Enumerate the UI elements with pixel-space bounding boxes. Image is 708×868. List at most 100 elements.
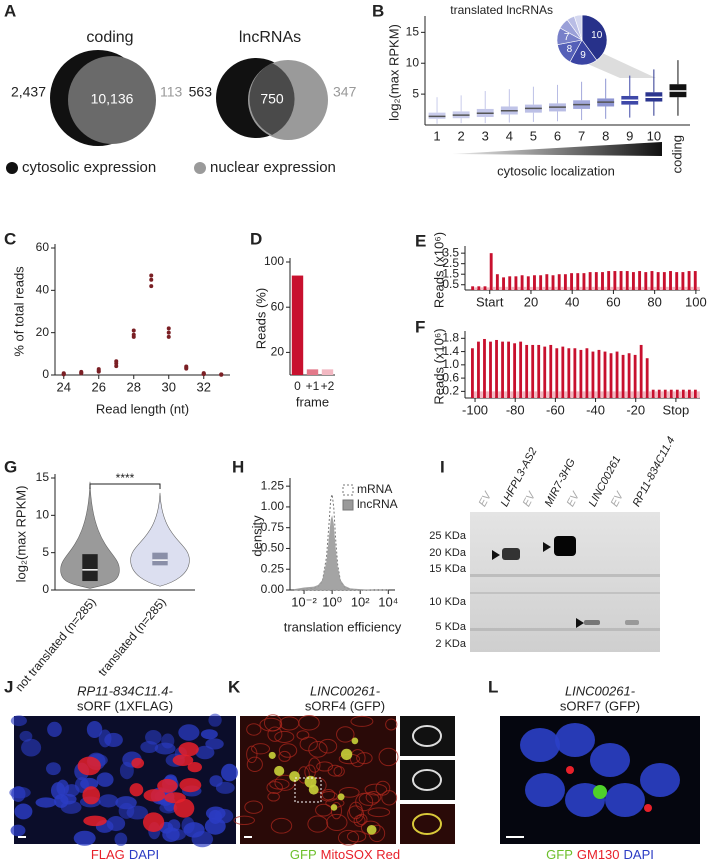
image-subtitle: sORF (1XFLAG) [77,698,173,713]
cell-signal [278,743,298,758]
nucleus [208,713,222,727]
nucleus [590,743,630,777]
panel-letter: C [4,229,16,248]
marker-label: 25 KDa [429,530,467,542]
flag-signal [142,812,165,833]
nucleus [200,729,218,740]
y-tick-label: 3.5 [442,245,459,259]
pie-slice [573,14,583,41]
legend-label: nuclear expression [210,159,336,176]
gfp-signal [268,751,276,759]
bar [612,391,616,398]
bar [588,391,592,398]
bar [579,349,583,398]
bar [693,271,697,290]
point [149,277,154,282]
cell-signal [251,743,271,755]
y-tick-label: 1.0 [442,357,459,371]
x-tick-label: 20 [524,294,538,309]
bar [604,286,608,290]
legend-swatch [6,162,18,174]
bar [669,389,673,398]
bar [618,391,622,398]
bar [531,344,535,398]
cell-signal [365,791,382,804]
y-tick-label: 10 [36,508,50,522]
nucleus [73,830,96,846]
nucleus [195,745,215,760]
bar [522,391,526,398]
venn-count: 2,437 [11,84,46,100]
y-axis-label: Reads (%) [253,288,268,349]
cell-signal [381,790,398,806]
nucleus [46,762,61,776]
bar [486,391,489,398]
bar [511,286,515,290]
zoom-signal [412,813,442,835]
y-tick-label: 0.2 [442,384,459,398]
legend-label: mRNA [357,482,392,496]
y-tick-label: 20 [271,345,285,359]
nucleus [520,728,560,762]
y-tick-label: 0.50 [261,541,285,555]
panel-letter: F [415,317,425,336]
arrowhead [576,618,584,628]
bar [660,391,664,398]
image-title: LINC00261- [310,683,381,698]
cell-signal [316,761,334,772]
bar [675,389,679,398]
nucleus [21,738,42,757]
nucleus [214,808,234,824]
bar [657,389,661,398]
bar [567,348,571,398]
nucleus [86,720,103,739]
pie-label: 8 [567,44,573,55]
cell-signal [274,730,295,743]
gfp-signal [330,804,338,811]
bar [573,286,577,290]
x-tick-label: 10⁻² [291,594,317,609]
nucleus [178,724,200,741]
bar [591,286,595,290]
panel-letter: E [415,231,426,250]
bar [615,351,619,398]
bar [570,273,574,290]
bar [499,286,502,290]
bar [681,389,685,398]
lane-label: EV [609,489,627,509]
nucleus [35,797,57,808]
y-axis-label: Reads (x10⁶) [431,232,446,308]
bar [510,391,514,398]
cell-signal [259,717,283,732]
point [79,371,84,376]
y-tick-label: 15 [406,25,420,39]
y-tick-label: 5 [412,86,419,100]
bar [603,351,607,398]
point [149,273,154,278]
venn-coding: coding 2,437 10,136 113 [11,29,183,146]
bar [533,275,536,290]
cell-signal [338,787,360,798]
panel-letter: K [228,677,241,696]
y-tick-label: 60 [36,240,50,254]
bar [675,272,679,290]
image-caption: GFP MitoSOX Red [290,847,400,862]
bar [542,286,546,290]
bar [529,286,533,290]
panel-letter: B [372,1,384,20]
bar [576,391,580,398]
blot-band [470,574,660,577]
cell-signal [244,800,264,814]
significance-bracket [89,483,161,489]
x-tick-label: 40 [565,294,579,309]
nucleus [525,773,565,807]
bar [582,391,586,398]
panel-letter: D [250,229,262,248]
x-tick-label: -100 [462,402,488,417]
bar [653,286,657,290]
venn-overlap [249,63,295,135]
bar [477,286,481,290]
bar [631,272,635,290]
flag-signal [178,742,199,757]
